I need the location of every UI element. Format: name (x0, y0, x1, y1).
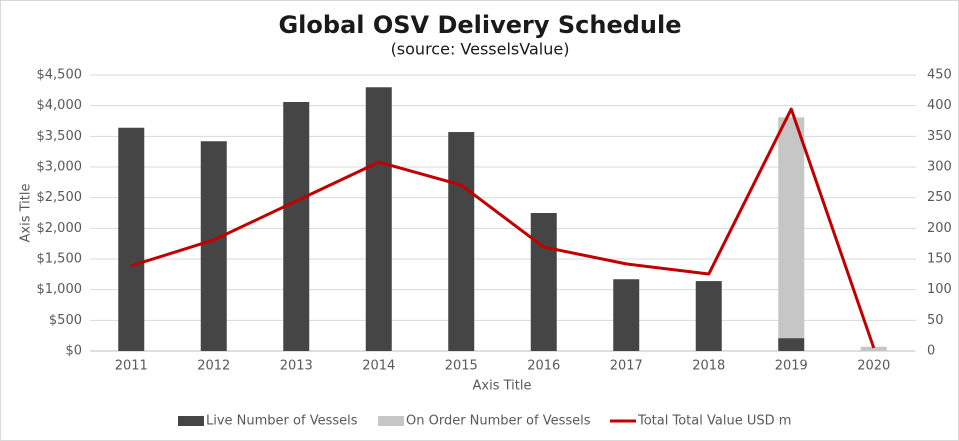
legend-swatch (178, 416, 204, 426)
y-tick-label: $0 (65, 344, 82, 359)
x-tick-label: 2012 (197, 359, 230, 374)
y2-tick-label: 400 (927, 98, 952, 113)
y2-tick-label: 350 (927, 129, 952, 144)
bar (778, 338, 805, 351)
bar (200, 141, 227, 351)
y-tick-label: $4,500 (37, 68, 83, 83)
y-axis-title: Axis Title (19, 184, 34, 243)
bar (118, 127, 145, 351)
y-tick-label: $3,000 (37, 160, 83, 175)
x-tick-label: 2019 (775, 359, 808, 374)
x-tick-label: 2013 (280, 359, 313, 374)
legend-label: Total Total Value USD m (637, 414, 791, 429)
y2-tick-label: 200 (927, 221, 952, 236)
legend-label: On Order Number of Vessels (406, 414, 591, 429)
x-axis-title: Axis Title (473, 379, 532, 394)
bar (613, 279, 640, 351)
bar (448, 132, 475, 351)
bar (365, 87, 392, 352)
y-tick-label: $1,500 (37, 252, 83, 267)
x-tick-label: 2017 (610, 359, 643, 374)
x-tick-label: 2011 (115, 359, 148, 374)
bar (778, 117, 805, 339)
y-tick-label: $2,000 (37, 221, 83, 236)
y2-tick-label: 300 (927, 160, 952, 175)
legend-swatch (378, 416, 404, 426)
y-tick-label: $2,500 (37, 190, 83, 205)
legend-label: Live Number of Vessels (206, 414, 358, 429)
y2-tick-label: 50 (927, 313, 944, 328)
y-tick-label: $1,000 (37, 282, 83, 297)
y2-tick-label: 0 (927, 344, 935, 359)
y2-tick-label: 450 (927, 68, 952, 83)
bar (860, 346, 887, 351)
x-tick-label: 2016 (527, 359, 560, 374)
x-tick-label: 2015 (445, 359, 478, 374)
bar (695, 281, 722, 351)
y2-tick-label: 100 (927, 282, 952, 297)
x-tick-label: 2020 (857, 359, 890, 374)
y-tick-label: $4,000 (37, 98, 83, 113)
y-tick-label: $3,500 (37, 129, 83, 144)
x-tick-label: 2014 (362, 359, 395, 374)
x-tick-label: 2018 (692, 359, 725, 374)
line (130, 107, 876, 349)
y-tick-label: $500 (49, 313, 82, 328)
y2-tick-label: 250 (927, 190, 952, 205)
bar (283, 101, 310, 351)
y2-tick-label: 150 (927, 252, 952, 267)
chart-subtitle: (source: VesselsValue) (391, 40, 570, 59)
chart-title: Global OSV Delivery Schedule (278, 11, 681, 39)
bar (530, 213, 557, 351)
